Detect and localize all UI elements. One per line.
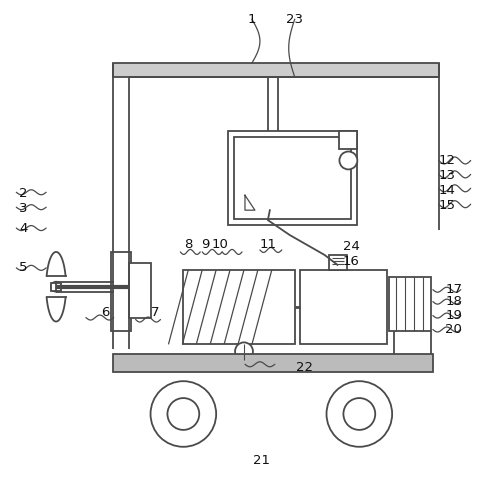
Bar <box>234 137 350 219</box>
Text: 8: 8 <box>184 239 192 251</box>
Text: 24: 24 <box>342 240 359 253</box>
Circle shape <box>150 381 216 447</box>
Text: 20: 20 <box>444 323 461 336</box>
Text: 12: 12 <box>438 154 454 167</box>
Text: 22: 22 <box>296 361 313 374</box>
Circle shape <box>235 342 253 360</box>
Circle shape <box>339 151 357 170</box>
Text: 3: 3 <box>19 202 28 215</box>
Bar <box>329 255 347 270</box>
Text: 4: 4 <box>19 222 28 235</box>
Text: 1: 1 <box>247 13 256 26</box>
Circle shape <box>343 398 375 430</box>
Bar <box>339 131 357 148</box>
Circle shape <box>51 282 61 292</box>
Text: 21: 21 <box>253 454 270 467</box>
Bar <box>112 63 438 77</box>
Text: 13: 13 <box>438 169 454 182</box>
Text: 16: 16 <box>342 255 359 268</box>
Circle shape <box>326 381 392 447</box>
Text: 7: 7 <box>151 306 159 319</box>
Text: 15: 15 <box>438 199 454 212</box>
Text: 19: 19 <box>444 309 461 322</box>
Bar <box>227 131 357 225</box>
Text: 23: 23 <box>286 13 302 26</box>
Text: 6: 6 <box>102 306 110 319</box>
Bar <box>112 354 432 372</box>
Circle shape <box>167 398 199 430</box>
Bar <box>128 263 150 318</box>
Bar <box>110 252 130 331</box>
Text: 11: 11 <box>259 239 276 251</box>
Text: 2: 2 <box>19 187 28 200</box>
Text: 17: 17 <box>444 283 461 296</box>
Text: 14: 14 <box>438 184 454 197</box>
Bar <box>299 270 386 344</box>
Text: 18: 18 <box>444 295 461 308</box>
Bar <box>51 283 61 291</box>
Text: 5: 5 <box>19 262 28 274</box>
Bar <box>388 277 430 331</box>
Bar <box>183 270 294 344</box>
Text: 9: 9 <box>200 239 209 251</box>
Text: 10: 10 <box>211 239 228 251</box>
